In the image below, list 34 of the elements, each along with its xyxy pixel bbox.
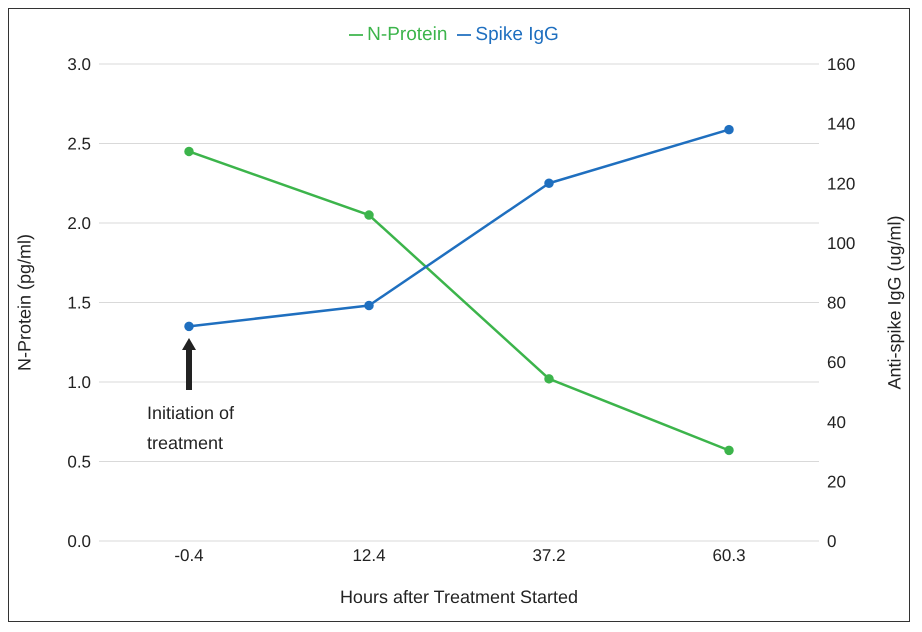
point [544,374,554,384]
x-tick-label: -0.4 [174,546,204,566]
point [724,124,734,134]
point [544,178,554,188]
y-tick-label: 3.0 [67,55,91,74]
y2-tick-label: 160 [827,55,856,74]
y-tick-label: 1.0 [67,373,91,392]
legend-label: Spike IgG [475,24,559,45]
y2-tick-label: 100 [827,234,856,253]
x-tick-label: 12.4 [352,546,386,566]
y-tick-label: 2.5 [67,134,91,154]
y-tick-label: 2.0 [67,214,91,234]
point [184,146,194,156]
x-axis-title: Hours after Treatment Started [340,587,578,607]
point [184,322,194,332]
y2-tick-label: 80 [827,294,846,313]
y2-tick-label: 60 [827,353,846,372]
y2-tick-label: 0 [827,532,836,552]
x-tick-label: 60.3 [712,546,746,566]
point [364,300,374,310]
y-tick-label: 1.5 [67,294,91,313]
y2-tick-label: 20 [827,472,846,492]
annotation: Initiation of treatment [147,402,236,456]
y2-tick-label: 120 [827,174,856,194]
point [364,210,374,220]
point [724,446,734,456]
y-tick-label: 0.5 [67,452,91,472]
legend-label: N-Protein [367,24,448,45]
y-axis-title: N-Protein (pg/ml) [14,234,34,372]
y2-axis-title: Anti-spike IgG (ug/ml) [884,215,904,390]
y-tick-label: 0.0 [67,532,91,552]
x-tick-label: 37.2 [532,546,566,566]
y2-tick-label: 40 [827,412,846,432]
y2-tick-label: 140 [827,114,856,134]
